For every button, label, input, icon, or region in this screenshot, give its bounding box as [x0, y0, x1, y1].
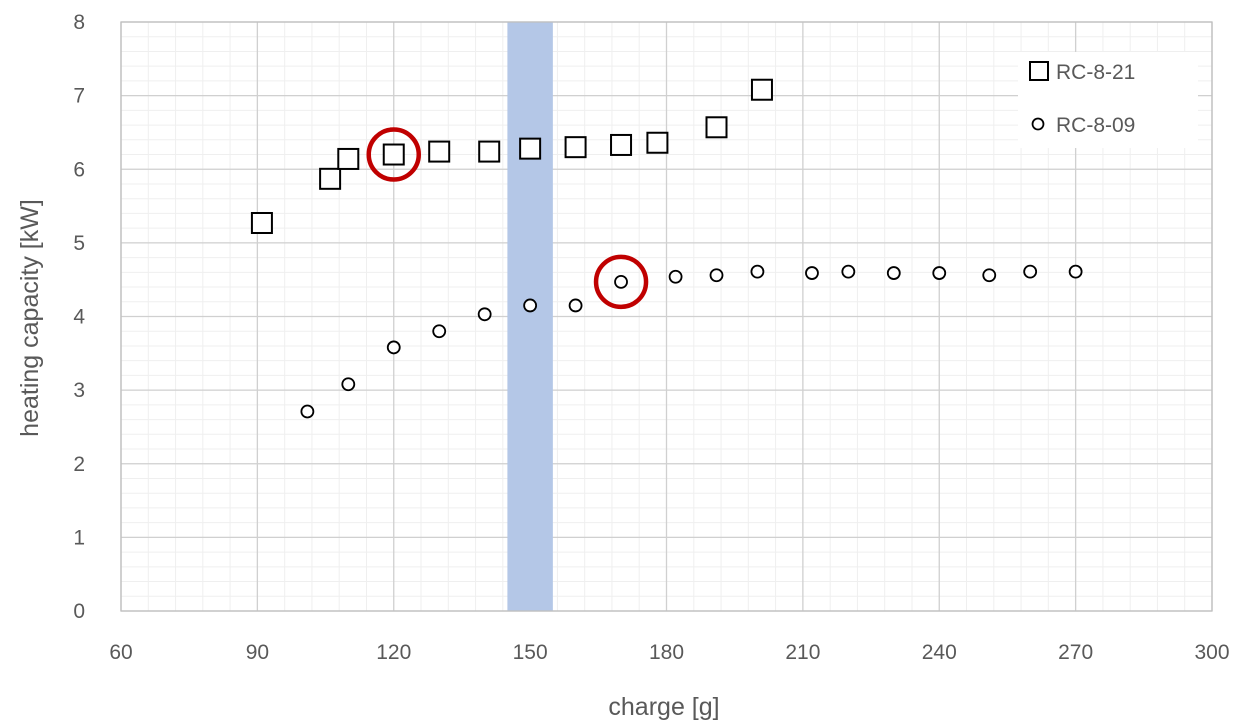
data-point-rc-8-21 [519, 137, 542, 160]
shaded-band [507, 22, 553, 611]
x-tick-label: 300 [1194, 641, 1229, 664]
data-point-rc-8-21 [646, 131, 669, 154]
x-tick-labels: 60 90 120 150 180 210 240 270 300 [109, 641, 1229, 664]
data-point-rc-8-21 [564, 136, 587, 159]
y-axis-title: heating capacity [kW] [16, 199, 44, 437]
plot-border [120, 21, 1213, 612]
data-point-rc-8-09 [805, 266, 819, 280]
data-point-rc-8-09 [432, 324, 447, 339]
y-tick-label: 5 [73, 232, 85, 255]
shaded-band-layer [507, 22, 553, 611]
data-point-rc-8-09 [841, 264, 856, 279]
y-tick-label: 7 [73, 85, 85, 108]
y-tick-label: 3 [73, 379, 85, 402]
data-point-rc-8-09 [386, 340, 401, 355]
y-tick-label: 0 [73, 600, 85, 623]
data-point-rc-8-09 [341, 377, 356, 392]
data-point-rc-8-21 [428, 140, 451, 163]
data-point-rc-8-09 [932, 266, 947, 280]
data-point-rc-8-09 [750, 264, 765, 279]
highlight-ring-rc-8-09 [593, 254, 649, 310]
legend-marker-rc-8-09 [1031, 117, 1045, 131]
data-point-rc-8-09 [1068, 264, 1083, 279]
data-point-rc-8-21 [610, 133, 633, 156]
y-tick-label: 4 [73, 306, 85, 329]
data-point-rc-8-09 [568, 298, 583, 313]
series-rc-8-09 [300, 264, 1083, 419]
data-point-rc-8-09 [614, 274, 628, 289]
plot-frame [120, 21, 1213, 612]
series-layer [250, 78, 1083, 419]
data-point-rc-8-09 [709, 268, 724, 283]
x-tick-label: 90 [246, 641, 269, 664]
y-tick-labels: 0 1 2 3 4 5 6 7 8 [73, 11, 85, 623]
legend-label-rc-8-09: RC-8-09 [1056, 114, 1135, 137]
data-point-rc-8-21 [478, 140, 501, 163]
y-tick-label: 2 [73, 453, 85, 476]
x-tick-label: 180 [649, 641, 684, 664]
data-point-rc-8-09 [668, 269, 683, 284]
x-axis-title: charge [g] [608, 693, 719, 721]
x-tick-label: 150 [513, 641, 548, 664]
data-point-rc-8-21 [705, 116, 728, 139]
highlight-ring-rc-8-21 [366, 127, 421, 182]
y-tick-label: 1 [73, 526, 85, 549]
data-point-rc-8-21 [319, 167, 342, 190]
x-tick-label: 60 [109, 641, 132, 664]
x-tick-label: 270 [1058, 641, 1093, 664]
highlight-layer [366, 127, 649, 310]
data-point-rc-8-21 [382, 143, 405, 166]
data-point-rc-8-09 [300, 404, 315, 419]
x-tick-label: 240 [922, 641, 957, 664]
data-point-rc-8-09 [886, 266, 901, 280]
x-tick-label: 210 [785, 641, 820, 664]
data-point-rc-8-21 [337, 147, 360, 170]
y-tick-label: 8 [73, 11, 85, 34]
x-tick-label: 120 [376, 641, 411, 664]
legend-marker-rc-8-21 [1029, 61, 1049, 81]
data-point-rc-8-09 [982, 268, 997, 283]
data-point-rc-8-21 [250, 211, 273, 234]
series-rc-8-21 [250, 78, 773, 234]
data-point-rc-8-09 [477, 307, 492, 322]
data-point-rc-8-09 [1023, 264, 1038, 279]
y-tick-label: 6 [73, 158, 85, 181]
data-point-rc-8-09 [523, 298, 538, 313]
legend-label-rc-8-21: RC-8-21 [1056, 61, 1135, 84]
data-point-rc-8-21 [750, 78, 773, 101]
legend: RC-8-21 RC-8-09 [1018, 52, 1198, 148]
